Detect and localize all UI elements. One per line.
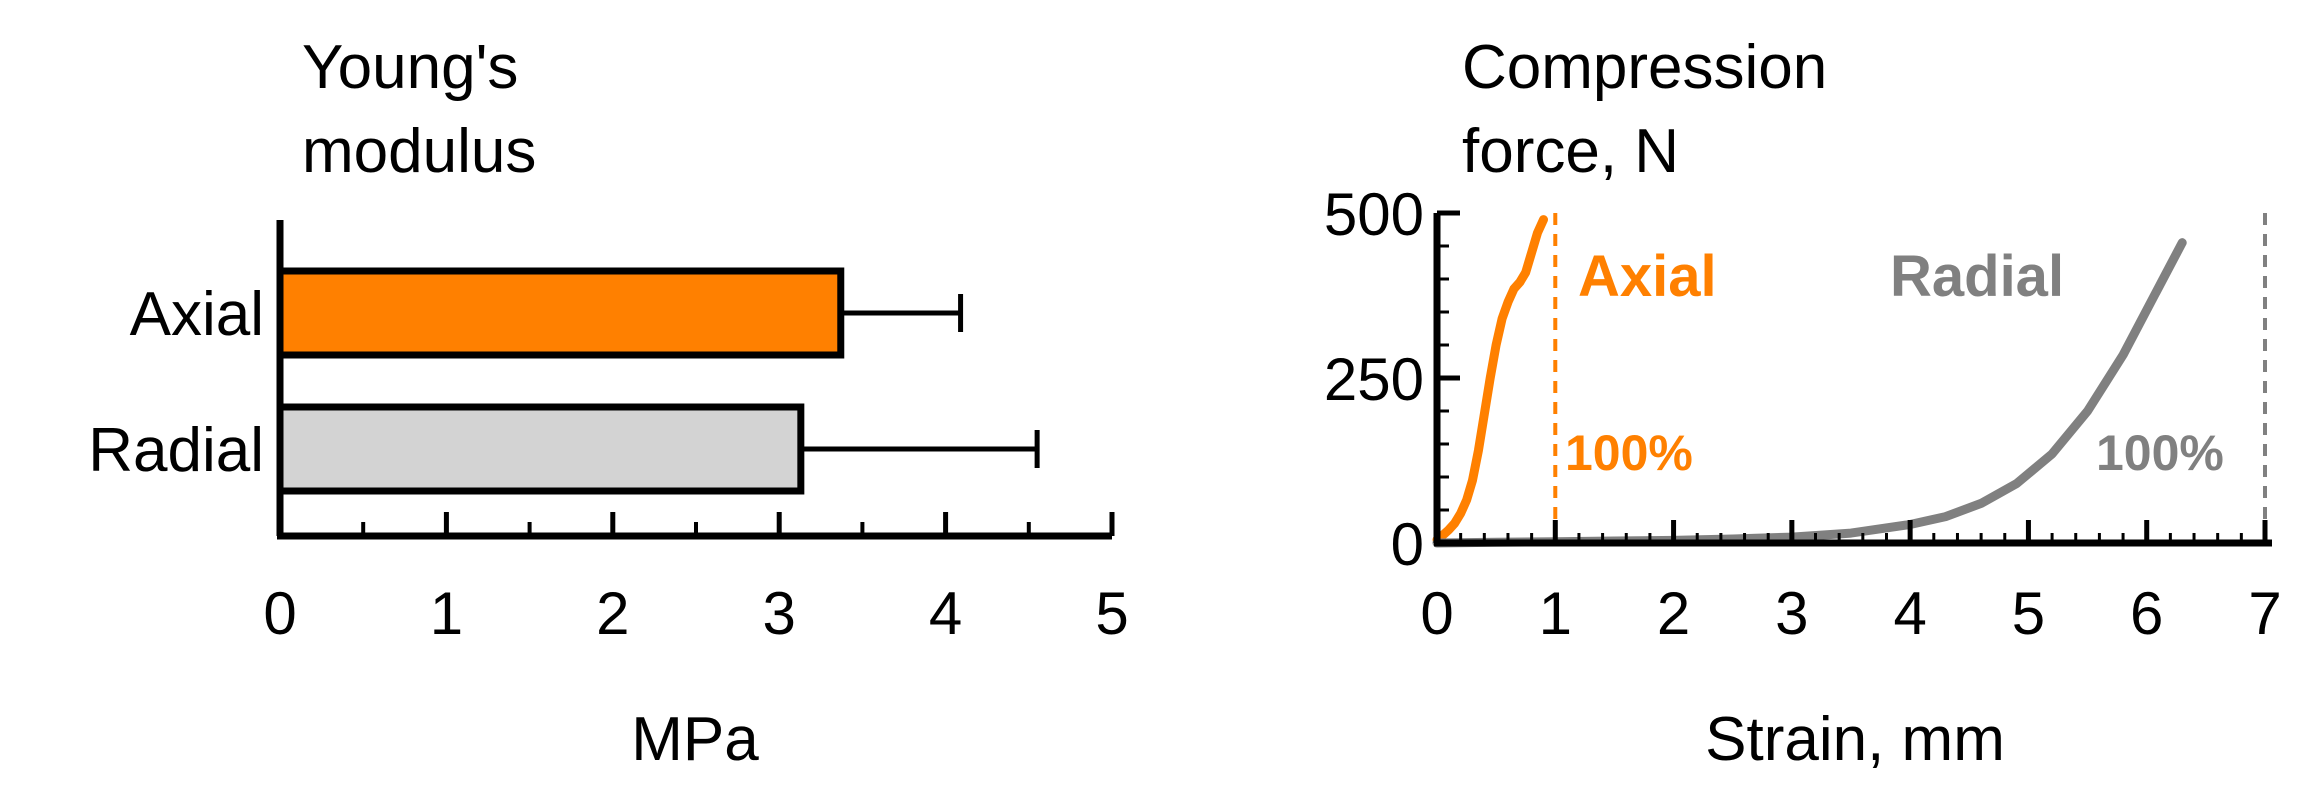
right-x-tick-label: 3 xyxy=(1775,580,1808,647)
right-x-tick-label: 1 xyxy=(1539,580,1572,647)
series-line-radial xyxy=(1432,238,2187,548)
annotation-radial: Radial xyxy=(1890,244,2064,309)
youngs-modulus-chart: Young's modulus Axial Radial 0 1 2 3 4 5 MPa xyxy=(88,33,1128,774)
right-y-tick-label: 0 xyxy=(1391,511,1424,578)
left-x-tick-label: 4 xyxy=(929,580,962,647)
left-x-tick-label: 3 xyxy=(763,580,796,647)
left-chart-title-line-2: modulus xyxy=(302,117,536,186)
right-x-tick-label: 0 xyxy=(1420,580,1453,647)
category-label-axial: Axial xyxy=(130,280,264,349)
annotation-axial-100pct: 100% xyxy=(1565,425,1693,481)
left-x-tick-label: 1 xyxy=(430,580,463,647)
bar-axial xyxy=(276,267,845,359)
right-y-tick-label: 250 xyxy=(1324,346,1424,413)
series-line-axial xyxy=(1432,215,1548,545)
right-x-tick-label: 7 xyxy=(2248,580,2281,647)
right-chart-title-line-2: force, N xyxy=(1462,117,1679,186)
right-y-tick-label: 500 xyxy=(1324,181,1424,248)
annotation-axial: Axial xyxy=(1578,244,1717,309)
bars-group xyxy=(276,267,845,495)
bar-radial xyxy=(276,403,805,495)
category-labels: Axial Radial xyxy=(88,280,264,485)
category-label-radial: Radial xyxy=(88,416,264,485)
right-x-tick-label: 6 xyxy=(2130,580,2163,647)
series-annotations: Axial 100% Radial 100% xyxy=(1565,244,2224,481)
left-x-tick-label: 5 xyxy=(1095,580,1128,647)
left-x-ticks: 0 1 2 3 4 5 xyxy=(263,512,1129,647)
error-bars-group xyxy=(800,294,1040,468)
right-x-tick-label: 2 xyxy=(1657,580,1690,647)
left-x-tick-label: 2 xyxy=(596,580,629,647)
right-x-axis-label: Strain, mm xyxy=(1705,705,2005,774)
right-axis-ticks: 0 1 2 3 4 5 6 7 0 250 500 xyxy=(1324,181,2282,647)
right-chart-title-line-1: Compression xyxy=(1462,33,1827,102)
compression-force-chart: Compression force, N 0 1 2 3 4 5 6 7 0 250 500 Axi… xyxy=(1324,33,2282,774)
left-x-axis-label: MPa xyxy=(631,705,759,774)
left-chart-title-line-1: Young's xyxy=(302,33,518,102)
left-x-tick-label: 0 xyxy=(263,580,296,647)
right-x-tick-label: 5 xyxy=(2012,580,2045,647)
series-lines-group xyxy=(1432,215,2187,548)
annotation-radial-100pct: 100% xyxy=(2096,425,2224,481)
right-x-tick-label: 4 xyxy=(1893,580,1926,647)
